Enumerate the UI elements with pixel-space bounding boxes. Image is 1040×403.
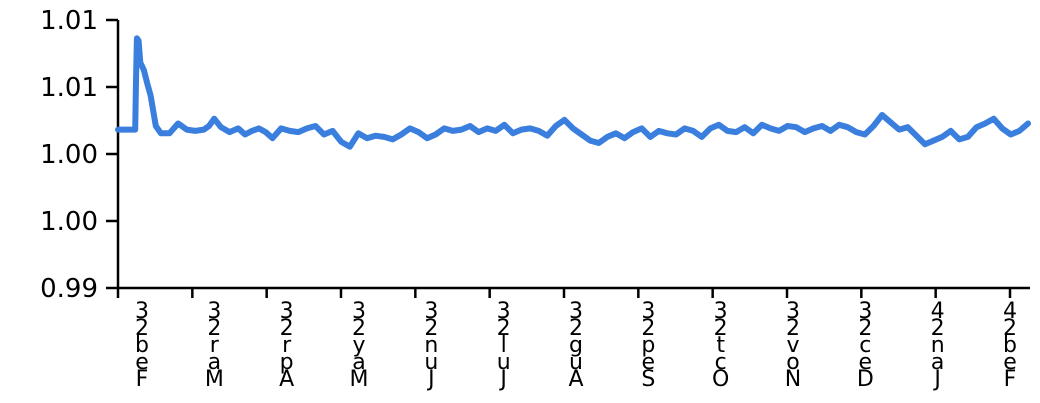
- x-tick-char: F: [1004, 367, 1017, 392]
- y-tick-label: 1.00: [40, 140, 98, 170]
- x-tick-char: 3: [714, 299, 728, 324]
- x-tick-char: c: [859, 333, 871, 358]
- x-tick-char: 2: [1003, 316, 1017, 341]
- y-tick-label: 1.01: [40, 73, 98, 103]
- x-tick-char: 3: [280, 299, 294, 324]
- y-tick-label: 1.01: [40, 6, 98, 36]
- x-tick-char: M: [205, 367, 224, 392]
- x-tick-char: l: [501, 333, 507, 358]
- y-axis: 0.99 1.00 1.00 1.01 1.01: [40, 6, 120, 304]
- x-tick-char: 3: [135, 299, 149, 324]
- x-tick-char: 2: [714, 316, 728, 341]
- x-tick-char: D: [857, 367, 874, 392]
- x-tick-char: 3: [352, 299, 366, 324]
- x-tick-char: e: [135, 350, 149, 375]
- x-tick-char: M: [350, 367, 369, 392]
- x-tick-char: 2: [424, 316, 438, 341]
- x-tick-char: 3: [569, 299, 583, 324]
- x-tick-char: 3: [424, 299, 438, 324]
- x-tick-char: 3: [207, 299, 221, 324]
- x-tick-char: N: [785, 367, 801, 392]
- x-tick-char: n: [424, 333, 438, 358]
- x-tick-char: b: [135, 333, 149, 358]
- x-tick-char: 4: [1003, 299, 1017, 324]
- x-tick-char: v: [786, 333, 799, 358]
- x-tick-char: J: [498, 367, 507, 392]
- x-tick-char: e: [859, 350, 873, 375]
- x-tick-char: J: [426, 367, 435, 392]
- x-tick-char: O: [712, 367, 729, 392]
- series-line: [115, 35, 1031, 150]
- y-tick-label: 0.99: [40, 274, 98, 304]
- x-tick-char: 2: [135, 316, 149, 341]
- x-tick-char: p: [280, 350, 294, 375]
- x-tick-char: 3: [858, 299, 872, 324]
- x-tick-char: 2: [641, 316, 655, 341]
- series-layer: [115, 35, 1031, 150]
- x-tick-char: 2: [786, 316, 800, 341]
- x-tick-char: r: [282, 333, 292, 358]
- x-tick-char: u: [569, 350, 583, 375]
- x-tick-char: a: [352, 350, 365, 375]
- x-tick-char: u: [424, 350, 438, 375]
- x-tick-char: o: [786, 350, 799, 375]
- x-tick-char: 3: [497, 299, 511, 324]
- x-tick-char: a: [208, 350, 221, 375]
- x-tick-char: e: [1003, 350, 1017, 375]
- x-tick-char: n: [931, 333, 945, 358]
- x-tick-char: 2: [569, 316, 583, 341]
- x-tick-char: r: [210, 333, 220, 358]
- x-tick-char: b: [1003, 333, 1017, 358]
- x-tick-char: 2: [352, 316, 366, 341]
- x-tick-char: A: [568, 367, 583, 392]
- x-tick-char: F: [136, 367, 149, 392]
- x-tick-char: 4: [931, 299, 945, 324]
- x-tick-char: c: [715, 350, 727, 375]
- x-tick-char: 2: [858, 316, 872, 341]
- x-tick-char: 2: [280, 316, 294, 341]
- x-tick-char: e: [642, 350, 656, 375]
- x-tick-char: 2: [497, 316, 511, 341]
- y-tick-label: 1.00: [40, 207, 98, 237]
- x-tick-char: 3: [641, 299, 655, 324]
- x-axis: 32beF32raM32rpA32yaM32nuJ32luJ32guA32peS…: [116, 286, 1030, 392]
- x-tick-char: 2: [931, 316, 945, 341]
- x-tick-char: J: [932, 367, 941, 392]
- x-tick-char: 2: [207, 316, 221, 341]
- x-tick-char: 3: [786, 299, 800, 324]
- x-tick-char: u: [497, 350, 511, 375]
- x-tick-char: g: [569, 333, 583, 358]
- x-tick-char: t: [716, 333, 725, 358]
- x-tick-char: A: [279, 367, 294, 392]
- x-tick-char: a: [931, 350, 944, 375]
- x-tick-char: p: [641, 333, 655, 358]
- x-tick-char: y: [352, 333, 365, 358]
- x-tick-char: S: [641, 367, 655, 392]
